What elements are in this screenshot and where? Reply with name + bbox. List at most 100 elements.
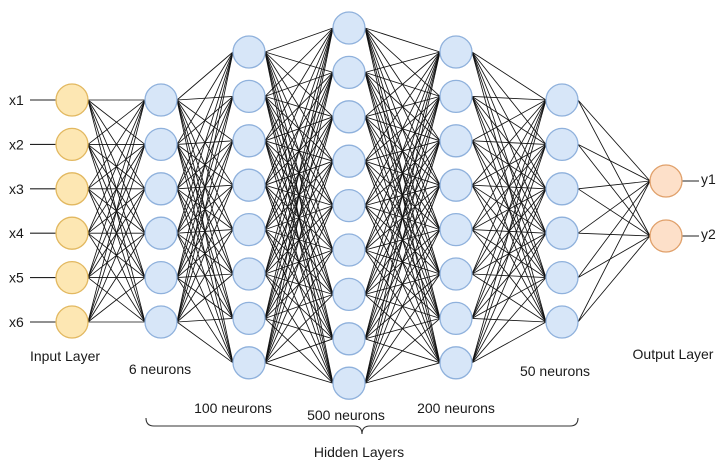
input-caption: Input Layer [30,348,100,364]
connection-hidden1-0-hidden2-0 [176,51,234,101]
hidden1-neuron-3 [144,172,178,206]
connection-hidden4-2-hidden5-0 [471,99,547,142]
input-label: x2 [9,136,24,152]
connection-input-5-hidden1-3 [87,232,146,323]
connection-hidden5-2-output-1 [577,188,651,237]
hidden4-neuron-3 [439,124,473,158]
hidden5-neuron-3 [545,172,579,206]
connection-hidden4-0-hidden5-0 [471,51,547,101]
hidden4-neuron-8 [439,346,473,380]
connection-hidden5-5-output-0 [577,180,651,323]
connection-hidden2-2-hidden3-0 [264,27,334,142]
connection-hidden2-7-hidden3-4 [264,205,334,363]
connection-hidden4-3-hidden5-0 [471,99,547,186]
input-label: x6 [9,314,24,330]
connection-hidden1-4-hidden2-0 [176,51,234,278]
hidden2-neuron-1 [232,35,266,69]
hidden4-neuron-7 [439,301,473,336]
connection-hidden3-8-hidden4-3 [364,185,441,384]
connection-hidden3-2-hidden4-0 [364,51,441,118]
connection-hidden3-8-hidden4-1 [364,96,441,384]
input-neuron-5 [55,260,89,295]
connection-hidden2-3-hidden3-0 [264,27,334,186]
hidden1-caption: 6 neurons [129,361,191,377]
input-neuron-2 [55,127,89,162]
connection-input-5-hidden1-2 [87,188,146,323]
connection-hidden4-7-hidden5-4 [471,277,547,364]
input-neuron-1 [55,83,89,117]
hidden5-neuron-6 [545,305,579,339]
connection-hidden3-7-hidden4-0 [364,51,441,339]
connection-hidden2-7-hidden3-0 [264,27,334,363]
connection-hidden1-5-hidden2-6 [176,317,234,323]
hidden3-caption: 500 neurons [307,407,385,423]
neurons [55,11,683,400]
connection-hidden5-0-output-0 [577,99,651,182]
connection-hidden2-1-hidden3-0 [264,27,334,97]
io-lines [30,99,699,323]
connection-hidden4-7-hidden5-2 [471,188,547,363]
hidden1-neuron-2 [144,127,178,162]
connection-hidden2-7-hidden3-2 [264,116,334,363]
hidden5-neuron-5 [545,260,579,295]
input-label: x4 [9,225,24,241]
connection-hidden4-7-hidden5-1 [471,144,547,363]
connection-hidden4-7-hidden5-5 [471,321,547,364]
connection-hidden4-7-hidden5-0 [471,99,547,363]
connection-input-5-hidden1-1 [87,144,146,323]
connection-hidden2-4-hidden3-0 [264,27,334,230]
connection-input-5-hidden1-0 [87,99,146,323]
connection-hidden4-7-hidden5-3 [471,232,547,364]
labels: x1 x2 x3 x4 x5 x6 y1 y2 Input Layer 6 neurons 100 … [9,92,716,460]
connection-hidden5-1-output-1 [577,144,651,237]
hidden1-neuron-1 [144,83,178,117]
connection-hidden3-3-hidden4-0 [364,51,441,162]
connection-hidden4-5-hidden5-0 [471,99,547,275]
connection-hidden3-8-hidden4-5 [364,273,441,384]
hidden3-neuron-5 [332,188,366,223]
connection-hidden1-5-hidden2-5 [176,273,234,323]
input-label: x1 [9,92,24,108]
hidden1-neuron-5 [144,260,178,295]
connection-hidden3-8-hidden4-7 [364,362,441,384]
hidden5-neuron-2 [545,127,579,162]
connections [87,27,651,384]
connection-hidden1-5-hidden2-1 [176,96,234,323]
connection-hidden2-5-hidden3-0 [264,27,334,275]
hidden5-neuron-4 [545,216,579,250]
connection-hidden2-7-hidden3-7 [264,338,334,364]
hidden2-neuron-7 [232,301,266,336]
hidden3-neuron-8 [332,322,366,356]
hidden2-neuron-5 [232,212,266,247]
connection-hidden4-6-hidden5-0 [471,99,547,319]
connection-hidden1-5-hidden2-2 [176,140,234,323]
connection-hidden5-5-output-1 [577,235,651,323]
connection-hidden5-3-output-0 [577,180,651,234]
connection-hidden3-0-hidden4-0 [364,27,441,53]
hidden3-neuron-6 [332,233,366,267]
hidden4-neuron-6 [439,257,473,291]
connection-hidden1-5-hidden2-7 [176,321,234,364]
hidden2-neuron-6 [232,257,266,291]
connection-hidden3-5-hidden4-0 [364,51,441,251]
hidden4-neuron-4 [439,168,473,202]
connection-hidden4-1-hidden5-0 [471,95,547,101]
connection-hidden4-4-hidden5-0 [471,99,547,230]
connection-input-4-hidden1-0 [87,99,146,278]
input-neuron-4 [55,216,89,250]
output-neuron-1 [649,164,683,198]
connection-hidden3-8-hidden4-4 [364,229,441,384]
connection-hidden5-4-output-1 [577,235,651,278]
hidden2-neuron-3 [232,124,266,158]
connection-hidden3-8-hidden4-6 [364,318,441,384]
hidden3-neuron-7 [332,277,366,312]
hidden3-neuron-3 [332,100,366,134]
connection-hidden5-4-output-0 [577,180,651,278]
output-label: y2 [701,226,716,242]
output-caption: Output Layer [633,346,714,362]
input-label: x3 [9,181,24,197]
connection-hidden1-1-hidden2-0 [176,51,234,145]
connection-hidden2-7-hidden3-3 [264,161,334,363]
hidden3-neuron-9 [332,366,366,400]
